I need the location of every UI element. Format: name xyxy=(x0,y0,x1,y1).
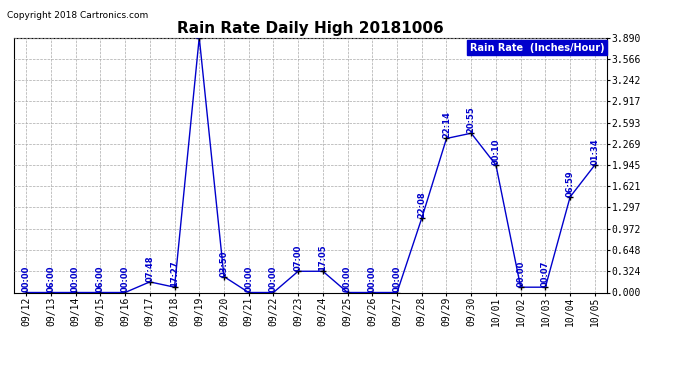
Text: 00:00: 00:00 xyxy=(516,261,525,287)
Text: 17:27: 17:27 xyxy=(170,261,179,287)
Text: 00:00: 00:00 xyxy=(71,266,80,292)
Text: 04:34: 04:34 xyxy=(195,11,204,38)
Text: 17:05: 17:05 xyxy=(318,244,327,271)
Text: 06:59: 06:59 xyxy=(566,170,575,197)
Title: Rain Rate Daily High 20181006: Rain Rate Daily High 20181006 xyxy=(177,21,444,36)
Text: 07:48: 07:48 xyxy=(146,255,155,282)
Text: 00:00: 00:00 xyxy=(393,266,402,292)
Text: Rain Rate  (Inches/Hour): Rain Rate (Inches/Hour) xyxy=(470,43,604,52)
Text: 20:55: 20:55 xyxy=(466,106,475,133)
Text: 00:00: 00:00 xyxy=(121,266,130,292)
Text: 01:34: 01:34 xyxy=(591,138,600,165)
Text: 06:00: 06:00 xyxy=(96,266,105,292)
Text: 22:14: 22:14 xyxy=(442,112,451,138)
Text: 00:00: 00:00 xyxy=(269,266,278,292)
Text: Copyright 2018 Cartronics.com: Copyright 2018 Cartronics.com xyxy=(7,11,148,20)
Text: 03:50: 03:50 xyxy=(219,250,228,277)
Text: 00:00: 00:00 xyxy=(343,266,352,292)
Text: 22:08: 22:08 xyxy=(417,192,426,218)
Text: 06:00: 06:00 xyxy=(46,266,55,292)
Text: 00:00: 00:00 xyxy=(21,266,30,292)
Text: 00:07: 00:07 xyxy=(541,261,550,287)
Text: 07:00: 07:00 xyxy=(294,245,303,271)
Text: 00:10: 00:10 xyxy=(491,138,500,165)
Text: 00:00: 00:00 xyxy=(244,266,253,292)
Text: 00:00: 00:00 xyxy=(368,266,377,292)
